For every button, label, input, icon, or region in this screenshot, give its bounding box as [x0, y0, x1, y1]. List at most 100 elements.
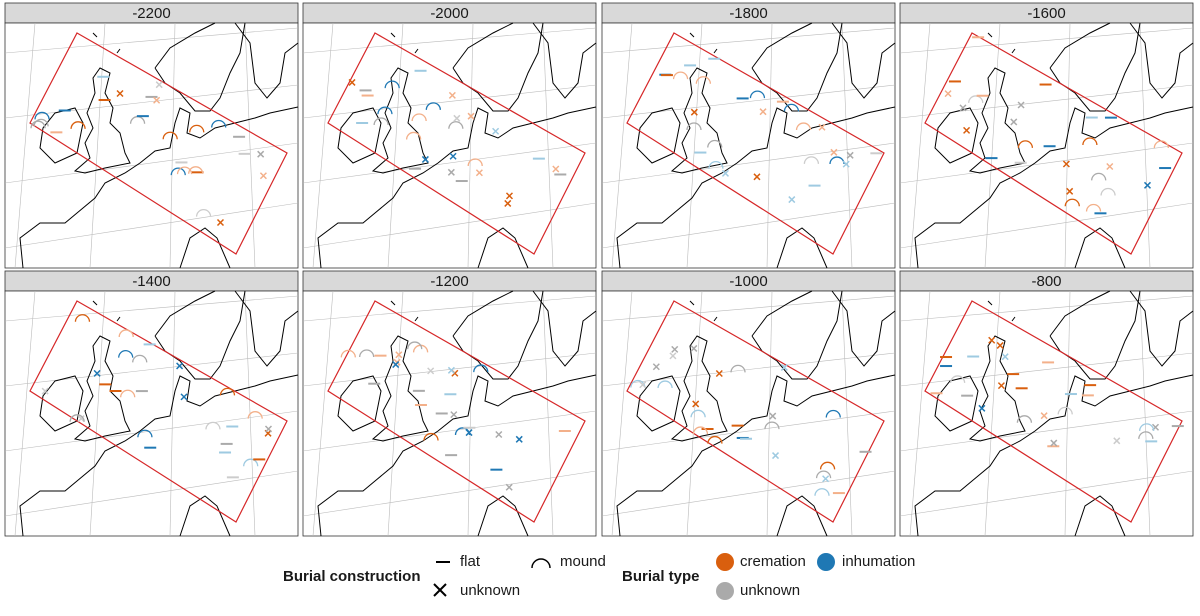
site-symbol: [176, 362, 184, 370]
coastline: [689, 32, 718, 54]
panel: -1600: [899, 2, 1194, 269]
graticule: [909, 290, 931, 537]
coastline: [371, 335, 429, 442]
site-symbol: [842, 160, 850, 168]
graticule: [1064, 290, 1071, 537]
site-symbol: [453, 114, 461, 122]
coastline: [317, 106, 597, 269]
site-symbol: [1139, 423, 1155, 431]
site-symbol: [407, 341, 423, 350]
coastline: [914, 106, 1194, 269]
site-symbol: [257, 150, 265, 158]
map: [4, 290, 299, 537]
coastline: [776, 227, 828, 269]
site-symbol: [707, 139, 723, 148]
site-symbol: [116, 89, 124, 98]
legend: Burial construction flat unknown mound B…: [283, 553, 915, 600]
coastline: [179, 227, 231, 269]
site-symbol: [447, 168, 455, 176]
site-symbol: [170, 167, 186, 176]
site-symbol: [1082, 137, 1098, 146]
coastline: [532, 290, 597, 367]
site-symbol: [359, 349, 375, 358]
coastline: [179, 495, 231, 537]
site-symbol: [715, 369, 723, 378]
site-symbol: [959, 104, 967, 112]
panel: -1800: [601, 2, 896, 269]
site-symbol: [348, 78, 356, 86]
graticule: [4, 27, 299, 54]
site-symbol: [216, 218, 225, 227]
legend-label: unknown: [740, 582, 800, 599]
panel: -800: [899, 270, 1194, 537]
site-symbol: [243, 458, 259, 467]
site-symbol: [749, 90, 766, 99]
legend-key: [716, 582, 734, 600]
graticule: [841, 22, 853, 269]
coastline: [776, 495, 828, 537]
site-symbol: [795, 122, 812, 131]
site-symbol: [1143, 181, 1152, 189]
graticule: [169, 22, 176, 269]
coastline: [616, 374, 896, 537]
site-symbol: [120, 389, 136, 398]
site-symbol: [515, 435, 523, 443]
site-symbol: [1091, 172, 1107, 181]
site-symbol: [552, 165, 560, 173]
site-symbol: [373, 117, 389, 126]
graticule: [601, 84, 896, 119]
coastline: [689, 300, 718, 322]
graticule: [302, 470, 597, 517]
graticule: [302, 142, 597, 184]
coastline: [914, 374, 1194, 537]
graticule: [611, 22, 633, 269]
graticule: [302, 295, 597, 322]
coastline: [390, 300, 419, 322]
site-symbol: [639, 381, 647, 389]
site-symbol: [788, 196, 796, 204]
map: [302, 22, 597, 269]
site-symbol: [467, 112, 475, 120]
coastline: [92, 32, 121, 54]
graticule: [387, 290, 404, 537]
panel: -1200: [302, 270, 597, 537]
graticule: [244, 22, 256, 269]
site-symbol: [1017, 101, 1025, 109]
site-symbol: [669, 352, 677, 360]
site-symbol: [780, 363, 788, 371]
panel-title: -800: [1031, 273, 1061, 290]
site-symbol: [465, 429, 473, 437]
graticule: [302, 352, 597, 387]
coastline: [987, 300, 1016, 322]
map: [899, 290, 1194, 537]
site-symbol: [77, 415, 85, 423]
site-symbol: [721, 169, 729, 177]
coastline: [477, 227, 529, 269]
site-symbol: [846, 151, 854, 159]
site-symbol: [421, 155, 429, 163]
coastline: [234, 290, 299, 367]
graticule: [4, 142, 299, 184]
coastline: [987, 32, 1016, 54]
graticule: [601, 410, 896, 452]
site-symbol: [505, 483, 513, 491]
site-symbol: [377, 106, 393, 115]
panel-title: -1400: [132, 273, 170, 290]
coastline: [831, 22, 896, 99]
graticule: [601, 27, 896, 54]
panel-title: -2200: [132, 5, 170, 22]
panel: -1000: [601, 270, 896, 537]
coastline: [670, 335, 728, 442]
graticule: [899, 470, 1194, 517]
study-area: [924, 300, 1183, 523]
site-symbol: [70, 121, 86, 129]
graticule: [899, 27, 1194, 54]
graticule: [4, 470, 299, 517]
site-symbol: [411, 113, 427, 122]
graticule: [601, 142, 896, 184]
site-symbol: [822, 475, 830, 483]
coastline: [532, 22, 597, 99]
site-symbol: [448, 121, 464, 129]
site-symbol: [118, 350, 134, 358]
site-symbol: [162, 131, 178, 140]
